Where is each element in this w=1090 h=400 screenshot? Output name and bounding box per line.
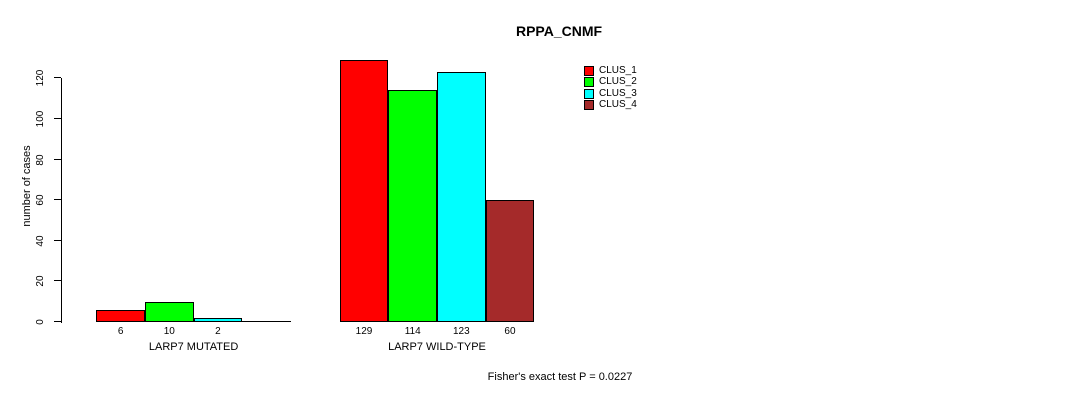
legend-label: CLUS_1 [599,64,637,76]
bar-clus_3-group1 [437,72,486,322]
bar-clus_4-group0-zero [242,321,291,322]
y-tick-label: 60 [34,194,46,206]
legend-color-swatch [584,77,594,87]
bar-clus_2-group0 [144,302,194,322]
x-category-label-wildtype: LARP7 WILD-TYPE [388,341,486,353]
y-axis-tick [54,199,61,200]
y-axis-tick [54,77,61,78]
legend-color-swatch [584,100,594,110]
legend-label: CLUS_4 [599,99,637,110]
bar-value-label: 10 [163,326,175,337]
y-tick-label: 0 [34,319,46,325]
bar-value-label: 114 [404,326,421,337]
legend-item-clus_4: CLUS_4 [584,100,637,110]
bar-value-label: 2 [215,326,221,337]
y-axis-tick [54,280,61,281]
bar-value-label: 60 [504,326,516,337]
y-axis-tick [54,321,61,322]
y-tick-label: 100 [34,110,46,128]
y-axis-tick [54,240,61,241]
fisher-test-annotation: Fisher's exact test P = 0.0227 [487,371,633,383]
x-category-label-mutated: LARP7 MUTATED [148,341,239,353]
legend-item-clus_1: CLUS_1 [584,64,637,76]
bar-value-label: 123 [452,326,470,337]
y-axis-tick [54,159,61,160]
bar-value-label: 6 [117,326,124,337]
y-tick-label: 80 [34,154,46,166]
bar-clus_1-group0 [96,310,145,322]
legend-label: CLUS_3 [599,87,637,99]
y-axis-tick [54,118,61,119]
legend-color-swatch [584,65,594,76]
y-tick-label: 120 [34,69,46,87]
y-axis-line [61,78,62,323]
legend-item-clus_3: CLUS_3 [584,87,637,99]
y-tick-label: 20 [34,275,46,287]
bar-clus_3-group0 [193,318,243,322]
legend-label: CLUS_2 [599,76,637,87]
legend-color-swatch [584,88,594,99]
chart-title: RPPA_CNMF [515,23,603,39]
legend-item-clus_2: CLUS_2 [584,77,637,87]
bar-value-label: 129 [355,326,373,337]
y-tick-label: 40 [34,235,46,247]
y-axis-label: number of cases [21,145,33,227]
bar-clus_1-group1 [339,60,389,322]
bar-clus_4-group1 [485,200,535,322]
bar-clus_2-group1 [388,90,437,322]
